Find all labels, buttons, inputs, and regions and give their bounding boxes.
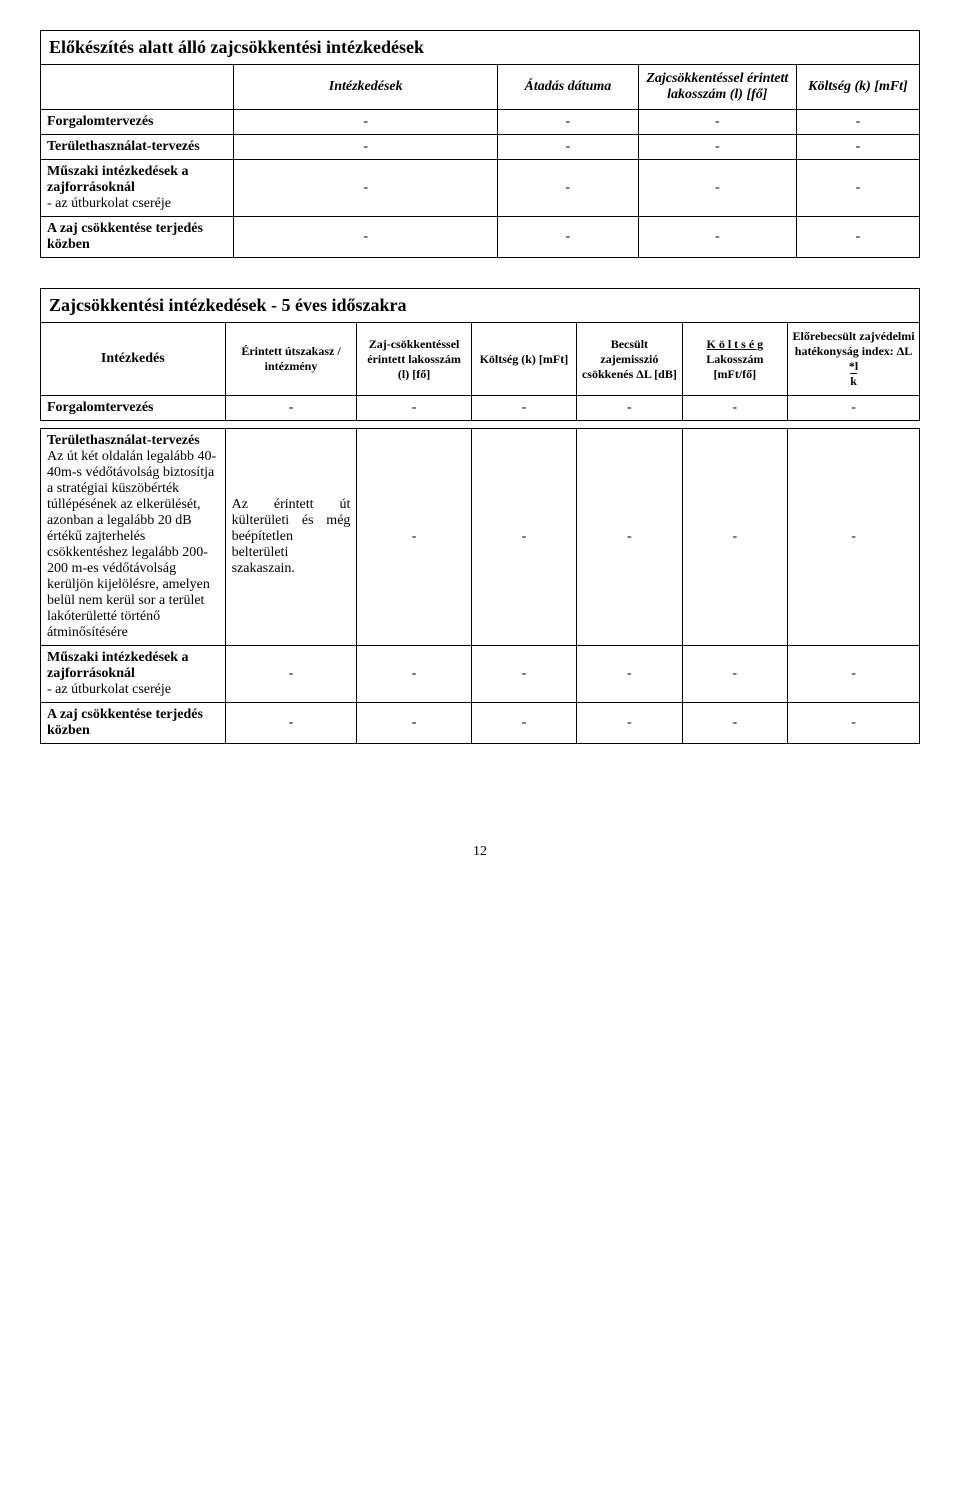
table2-header-hatekony: Előrebecsült zajvédelmi hatékonyság inde…	[788, 323, 920, 396]
cell-value: -	[682, 646, 787, 703]
cell-value: -	[225, 396, 357, 421]
row-label: Területhasználat-tervezés	[41, 135, 234, 160]
table1-header-atadas: Átadás dátuma	[498, 65, 639, 110]
cell-value: -	[796, 110, 919, 135]
cell-value: -	[788, 646, 920, 703]
cell-value: -	[498, 135, 639, 160]
table-row: Területhasználat-tervezés - - - -	[41, 135, 920, 160]
table-row: Területhasználat-tervezés Az út két olda…	[41, 429, 920, 646]
header-k: k	[850, 374, 857, 388]
table1-header-intezkedesek: Intézkedések	[234, 65, 498, 110]
table1-blank-header	[41, 65, 234, 110]
cell-value: -	[225, 646, 357, 703]
cell-value: -	[234, 217, 498, 258]
cell-value: -	[788, 703, 920, 744]
cell-value: -	[357, 429, 471, 646]
table1-title: Előkészítés alatt álló zajcsökkentési in…	[41, 31, 920, 65]
table2-header-zajcs: Zaj-csökkentéssel érintett lakosszám (l)…	[357, 323, 471, 396]
cell-value: -	[682, 396, 787, 421]
cell-value: -	[498, 110, 639, 135]
table2-header-intezkedes: Intézkedés	[41, 323, 226, 396]
table2-header-koltseg-lakos: K ö l t s é g Lakosszám [mFt/fő]	[682, 323, 787, 396]
table1-header-lakosszam: Zajcsökkentéssel érintett lakosszám (l) …	[638, 65, 796, 110]
cell-value: -	[796, 160, 919, 217]
row-label: Forgalomtervezés	[41, 110, 234, 135]
cell-value: -	[471, 703, 576, 744]
cell-value: -	[682, 703, 787, 744]
row-label: Műszaki intézkedések a zajforrásoknál - …	[41, 160, 234, 217]
row-desc: Az út két oldalán legalább 40-40m-s védő…	[47, 449, 216, 640]
table-row: Forgalomtervezés - - - - - -	[41, 396, 920, 421]
cell-value: -	[682, 429, 787, 646]
cell-value: -	[638, 110, 796, 135]
row-label-main: Műszaki intézkedések a zajforrásoknál	[47, 650, 189, 681]
cell-value: -	[638, 160, 796, 217]
cell-value: -	[577, 646, 682, 703]
cell-value: -	[577, 703, 682, 744]
table-row: A zaj csökkentése terjedés közben - - - …	[41, 703, 920, 744]
row-label-main: Műszaki intézkedések a zajforrásoknál	[47, 164, 189, 195]
row-label-main: Területhasználat-tervezés	[47, 433, 200, 448]
row-label: Forgalomtervezés	[41, 396, 226, 421]
table2-title: Zajcsökkentési intézkedések - 5 éves idő…	[41, 289, 920, 323]
cell-value: -	[638, 135, 796, 160]
cell-value: -	[234, 160, 498, 217]
header-line2: Lakosszám [mFt/fő]	[706, 352, 763, 381]
cell-value: -	[788, 396, 920, 421]
cell-value: -	[638, 217, 796, 258]
page-number: 12	[40, 844, 920, 860]
table-row: Műszaki intézkedések a zajforrásoknál - …	[41, 646, 920, 703]
cell-value: -	[234, 135, 498, 160]
table-row: A zaj csökkentése terjedés közben - - - …	[41, 217, 920, 258]
cell-value: -	[225, 703, 357, 744]
header-text: Előrebecsült zajvédelmi hatékonyság inde…	[793, 329, 915, 373]
preparation-measures-table: Előkészítés alatt álló zajcsökkentési in…	[40, 30, 920, 258]
cell-value: -	[357, 703, 471, 744]
row-label: Területhasználat-tervezés Az út két olda…	[41, 429, 226, 646]
spacer-row	[41, 421, 920, 429]
header-line1: K ö l t s é g	[707, 337, 764, 351]
cell-value: -	[471, 429, 576, 646]
row-label-sub: - az útburkolat cseréje	[47, 196, 171, 211]
cell-text: Az érintett út külterületi és még beépít…	[225, 429, 357, 646]
cell-value: -	[796, 135, 919, 160]
cell-value: -	[498, 160, 639, 217]
cell-value: -	[577, 396, 682, 421]
cell-value: -	[577, 429, 682, 646]
table2-header-erintett: Érintett útszakasz / intézmény	[225, 323, 357, 396]
cell-value: -	[796, 217, 919, 258]
cell-value: -	[357, 646, 471, 703]
cell-value: -	[234, 110, 498, 135]
cell-value: -	[471, 646, 576, 703]
row-label: A zaj csökkentése terjedés közben	[41, 703, 226, 744]
row-label: A zaj csökkentése terjedés közben	[41, 217, 234, 258]
table-row: Forgalomtervezés - - - -	[41, 110, 920, 135]
row-label: Műszaki intézkedések a zajforrásoknál - …	[41, 646, 226, 703]
table2-header-koltseg: Költség (k) [mFt]	[471, 323, 576, 396]
cell-value: -	[357, 396, 471, 421]
table-row: Műszaki intézkedések a zajforrásoknál - …	[41, 160, 920, 217]
table1-header-koltseg: Költség (k) [mFt]	[796, 65, 919, 110]
five-year-measures-table: Zajcsökkentési intézkedések - 5 éves idő…	[40, 288, 920, 744]
cell-value: -	[498, 217, 639, 258]
cell-value: -	[471, 396, 576, 421]
row-label-sub: - az útburkolat cseréje	[47, 682, 171, 697]
table2-header-becsult: Becsült zajemisszió csökkenés ΔL [dB]	[577, 323, 682, 396]
cell-value: -	[788, 429, 920, 646]
